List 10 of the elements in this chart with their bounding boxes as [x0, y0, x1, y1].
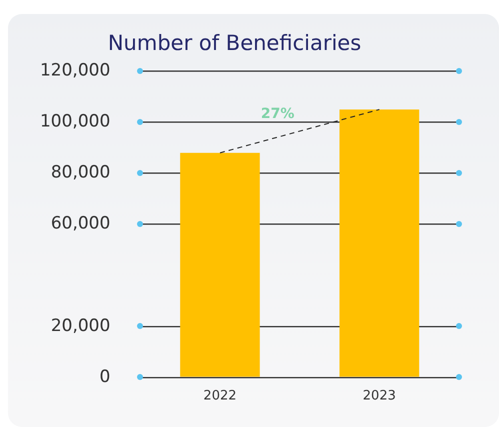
y-tick-label: 80,000 — [50, 162, 110, 183]
x-tick-label: 2022 — [203, 388, 237, 404]
y-tick-label: 100,000 — [40, 112, 110, 132]
y-tick-label: 120,000 — [40, 60, 110, 81]
x-tick-label: 2023 — [362, 388, 396, 404]
y-tick-label: 60,000 — [50, 214, 110, 234]
annotation: 27% — [260, 106, 294, 122]
chart-title: Number of Beneficiaries — [108, 31, 362, 56]
y-tick-label: 20,000 — [50, 316, 110, 336]
y-tick-label: 0 — [99, 366, 110, 387]
